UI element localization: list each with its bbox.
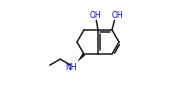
Text: OH: OH [89, 11, 101, 20]
Polygon shape [77, 53, 85, 62]
Text: NH: NH [65, 63, 76, 72]
Text: OH: OH [112, 11, 123, 20]
